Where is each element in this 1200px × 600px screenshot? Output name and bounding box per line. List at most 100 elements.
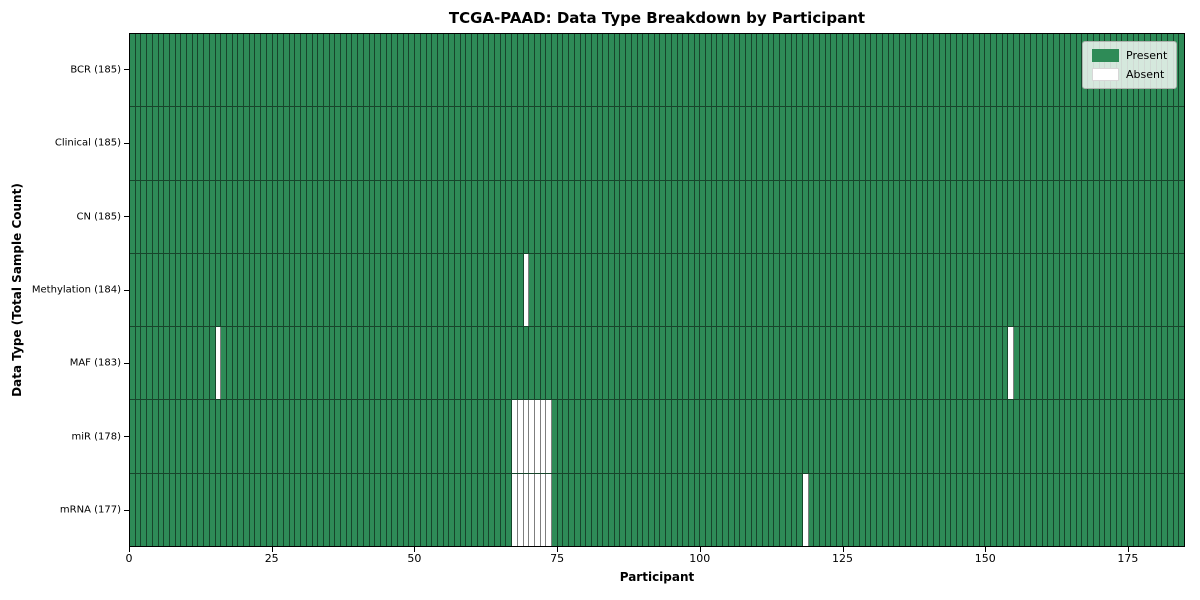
cell-BCR-94 — [666, 34, 672, 107]
cell-miR-149 — [979, 400, 986, 473]
cell-Clinical-74 — [552, 107, 558, 180]
cell-Clinical-22 — [255, 107, 262, 180]
cell-MAF-178 — [1145, 327, 1151, 400]
cell-miR-93 — [660, 400, 667, 473]
cell-Clinical-70 — [529, 107, 535, 180]
cell-Clinical-129 — [865, 107, 872, 180]
cell-MAF-163 — [1059, 327, 1066, 400]
cell-Clinical-84 — [609, 107, 615, 180]
cell-MAF-87 — [626, 327, 632, 400]
cell-CN-81 — [591, 180, 598, 253]
cell-Methylation-139 — [922, 253, 929, 327]
cell-mRNA-167 — [1082, 473, 1089, 546]
cell-BCR-62 — [483, 34, 490, 107]
cell-miR-147 — [968, 400, 975, 473]
cell-MAF-132 — [882, 327, 889, 400]
cell-Methylation-53 — [432, 253, 438, 327]
cell-MAF-111 — [763, 327, 769, 400]
cell-BCR-47 — [398, 34, 404, 107]
cell-Methylation-18 — [232, 253, 239, 327]
cell-mRNA-139 — [922, 473, 929, 546]
cell-Methylation-136 — [905, 253, 912, 327]
cell-miR-90 — [643, 400, 649, 473]
cell-Clinical-97 — [683, 107, 689, 180]
cell-Methylation-111 — [763, 253, 769, 327]
cell-Clinical-33 — [318, 107, 324, 180]
cell-Methylation-40 — [358, 253, 364, 327]
cell-mRNA-183 — [1173, 473, 1180, 546]
cell-CN-169 — [1093, 180, 1100, 253]
cell-mRNA-42 — [369, 473, 376, 546]
cell-MAF-89 — [637, 327, 644, 400]
cell-Methylation-100 — [700, 253, 707, 327]
cell-MAF-88 — [631, 327, 638, 400]
cell-mRNA-35 — [329, 473, 336, 546]
cell-CN-58 — [460, 180, 467, 253]
cell-Clinical-174 — [1122, 107, 1129, 180]
cell-MAF-75 — [557, 327, 564, 400]
cell-miR-172 — [1110, 400, 1117, 473]
cell-Clinical-108 — [745, 107, 752, 180]
cell-MAF-83 — [603, 327, 610, 400]
cell-miR-58 — [460, 400, 467, 473]
cell-Clinical-10 — [187, 107, 193, 180]
cell-miR-103 — [717, 400, 724, 473]
cell-Methylation-122 — [825, 253, 832, 327]
cell-mRNA-170 — [1099, 473, 1106, 546]
cell-Clinical-80 — [586, 107, 592, 180]
y-tick-mark-MAF — [124, 362, 129, 364]
cell-CN-17 — [226, 180, 233, 253]
cell-BCR-158 — [1031, 34, 1037, 107]
cell-Clinical-54 — [437, 107, 444, 180]
cell-MAF-183 — [1173, 327, 1180, 400]
cell-Clinical-28 — [289, 107, 296, 180]
cell-BCR-104 — [723, 34, 729, 107]
cell-Methylation-184 — [1179, 253, 1185, 327]
cell-BCR-58 — [460, 34, 467, 107]
cell-BCR-23 — [261, 34, 267, 107]
cell-miR-63 — [489, 400, 495, 473]
cell-MAF-33 — [318, 327, 324, 400]
cell-miR-40 — [358, 400, 364, 473]
cell-mRNA-79 — [580, 473, 587, 546]
cell-CN-92 — [654, 180, 661, 253]
cell-miR-87 — [626, 400, 632, 473]
cell-Methylation-103 — [717, 253, 724, 327]
cell-mRNA-15 — [215, 473, 222, 546]
cell-Methylation-30 — [301, 253, 307, 327]
cell-MAF-2 — [141, 327, 148, 400]
cell-BCR-143 — [945, 34, 952, 107]
cell-CN-63 — [489, 180, 495, 253]
cell-Clinical-152 — [996, 107, 1003, 180]
cell-BCR-70 — [529, 34, 535, 107]
cell-CN-57 — [455, 180, 461, 253]
cell-miR-176 — [1133, 400, 1140, 473]
cell-CN-37 — [341, 180, 347, 253]
cell-miR-161 — [1048, 400, 1054, 473]
cell-miR-78 — [574, 400, 581, 473]
cell-mRNA-95 — [671, 473, 678, 546]
cell-MAF-13 — [204, 327, 210, 400]
cell-mRNA-49 — [409, 473, 416, 546]
cell-Clinical-7 — [169, 107, 176, 180]
cell-Clinical-142 — [939, 107, 946, 180]
cell-MAF-179 — [1150, 327, 1157, 400]
cell-Clinical-130 — [871, 107, 878, 180]
cell-MAF-61 — [477, 327, 484, 400]
cell-Methylation-174 — [1122, 253, 1129, 327]
cell-BCR-3 — [147, 34, 153, 107]
cell-Clinical-109 — [751, 107, 758, 180]
cell-Methylation-181 — [1162, 253, 1168, 327]
cell-Methylation-23 — [261, 253, 267, 327]
cell-Methylation-63 — [489, 253, 495, 327]
cell-Clinical-144 — [951, 107, 957, 180]
cell-Methylation-84 — [609, 253, 615, 327]
cell-mRNA-165 — [1071, 473, 1077, 546]
cell-mRNA-32 — [312, 473, 319, 546]
cell-Methylation-56 — [449, 253, 456, 327]
cell-MAF-95 — [671, 327, 678, 400]
cell-mRNA-105 — [728, 473, 735, 546]
cell-CN-86 — [620, 180, 627, 253]
cell-Methylation-158 — [1031, 253, 1037, 327]
cell-MAF-71 — [534, 327, 541, 400]
